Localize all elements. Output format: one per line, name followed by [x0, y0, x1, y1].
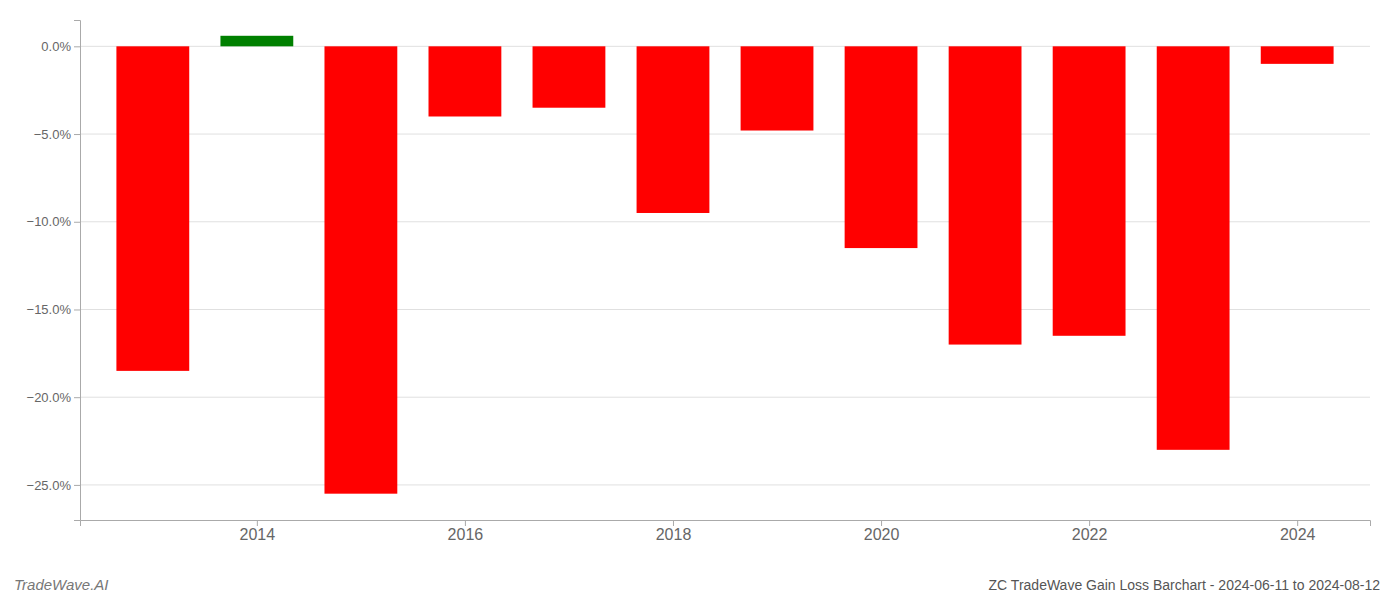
bar — [429, 46, 502, 116]
x-tick-label: 2016 — [448, 526, 484, 543]
bar — [949, 46, 1022, 344]
watermark: TradeWave.AI — [14, 576, 108, 593]
bars — [116, 36, 1333, 494]
y-tick: −5.0% — [34, 127, 80, 142]
x-tick-mark — [465, 520, 466, 526]
x-axis: 2014 2016 2018 2020 2022 2024 — [81, 520, 1371, 543]
bar — [533, 46, 606, 107]
x-tick-mark — [257, 520, 258, 526]
x-tick-label: 2024 — [1280, 526, 1316, 543]
x-tick-label: 2022 — [1072, 526, 1108, 543]
y-tick-label: −15.0% — [27, 302, 72, 317]
bar — [1261, 46, 1334, 64]
y-tick-mark — [74, 134, 80, 135]
bar — [741, 46, 814, 130]
y-tick-label: −5.0% — [34, 127, 72, 142]
x-tick-mark — [881, 520, 882, 526]
y-tick-label: 0.0% — [41, 39, 71, 54]
y-tick-label: −20.0% — [27, 390, 72, 405]
y-tick: −25.0% — [27, 478, 80, 493]
x-tick-mark — [1089, 520, 1090, 526]
grid-line — [80, 484, 1370, 485]
y-tick-mark — [74, 397, 80, 398]
x-tick: 2022 — [1072, 520, 1108, 543]
x-tick-label: 2018 — [656, 526, 692, 543]
x-tick: 2024 — [1280, 520, 1316, 543]
x-tick-label: 2020 — [864, 526, 900, 543]
x-tick-mark — [673, 520, 674, 526]
x-tick: 2020 — [864, 520, 900, 543]
y-tick-mark — [74, 485, 80, 486]
bar — [637, 46, 710, 213]
bar — [220, 36, 293, 47]
plot-area: 0.0%−5.0%−10.0%−15.0%−20.0%−25.0%2014201… — [27, 21, 1371, 544]
chart: 0.0%−5.0%−10.0%−15.0%−20.0%−25.0%2014201… — [0, 0, 1400, 600]
x-axis-line — [81, 521, 1371, 527]
bar — [324, 46, 397, 493]
y-tick-mark — [74, 46, 80, 47]
bar — [1157, 46, 1230, 450]
title: ZC TradeWave Gain Loss Barchart - 2024-0… — [989, 577, 1381, 593]
y-axis-line — [74, 21, 81, 521]
y-tick: 0.0% — [41, 39, 80, 54]
y-tick: −15.0% — [27, 302, 80, 317]
x-tick-mark — [1297, 520, 1298, 526]
bar — [845, 46, 918, 248]
x-tick: 2016 — [448, 520, 484, 543]
y-tick-label: −25.0% — [27, 478, 72, 493]
y-tick-label: −10.0% — [27, 214, 72, 229]
grid — [80, 46, 1370, 485]
y-tick-mark — [74, 309, 80, 310]
y-tick-mark — [74, 222, 80, 223]
y-tick: −10.0% — [27, 214, 80, 229]
x-tick: 2018 — [656, 520, 692, 543]
bar — [1053, 46, 1126, 335]
x-tick-label: 2014 — [240, 526, 276, 543]
bar — [116, 46, 189, 371]
y-tick: −20.0% — [27, 390, 80, 405]
y-axis: 0.0% −5.0% −10.0% −15.0% −20.0% −25.0% — [27, 21, 81, 521]
x-tick: 2014 — [240, 520, 276, 543]
